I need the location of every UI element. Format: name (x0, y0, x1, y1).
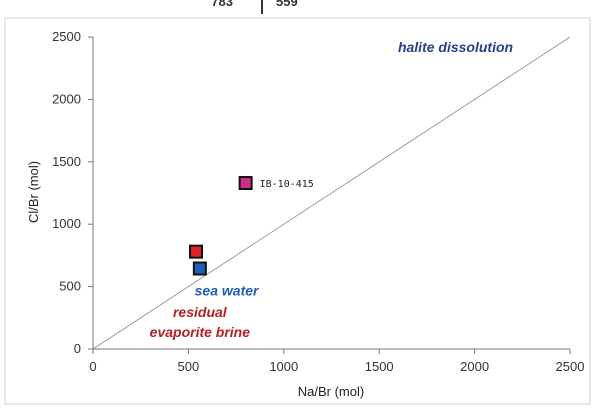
x-tick-label: 2000 (460, 359, 489, 374)
annotation-label: evaporite brine (150, 324, 251, 340)
annotation-label: halite dissolution (398, 39, 513, 55)
data-point (238, 176, 253, 191)
one-to-one-line (92, 36, 571, 350)
x-tick-label: 2500 (556, 359, 585, 374)
top-fragment-right: 559 (276, 0, 298, 9)
data-point (192, 261, 207, 276)
y-axis-title: Cl/Br (mol) (26, 161, 41, 223)
y-tick-label: 2500 (52, 29, 81, 44)
y-tick-label: 1000 (52, 216, 81, 231)
annotation-label: residual (173, 304, 228, 320)
x-axis-title: Na/Br (mol) (298, 384, 364, 399)
data-point (189, 244, 204, 259)
x-tick-label: 0 (89, 359, 96, 374)
data-point-label: IB-10-415 (260, 179, 314, 190)
y-tick-label: 2000 (52, 91, 81, 106)
annotation-label: sea water (195, 282, 260, 298)
y-tick-label: 500 (59, 279, 81, 294)
y-tick-label: 1500 (52, 154, 81, 169)
x-tick-label: 1500 (365, 359, 394, 374)
y-tick-label: 0 (74, 341, 81, 356)
top-fragment-left: 783 (211, 0, 233, 9)
chart-frame (4, 17, 591, 405)
plot-area: 0 500 1000 1500 2000 2500 0 500 1000 1500 2000 2500… (52, 29, 584, 374)
x-tick-label: 500 (178, 359, 200, 374)
x-tick-label: 1000 (269, 359, 298, 374)
